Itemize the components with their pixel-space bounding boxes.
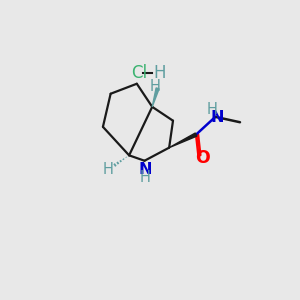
Polygon shape xyxy=(169,133,197,148)
Text: N: N xyxy=(210,110,224,125)
Text: Cl: Cl xyxy=(131,64,147,82)
Text: N: N xyxy=(139,163,152,178)
Text: O: O xyxy=(195,149,210,167)
Text: H: H xyxy=(140,170,151,185)
Text: H: H xyxy=(207,102,218,117)
Text: H: H xyxy=(154,64,166,82)
Polygon shape xyxy=(152,88,159,107)
Text: H: H xyxy=(150,79,161,94)
Text: H: H xyxy=(103,162,114,177)
